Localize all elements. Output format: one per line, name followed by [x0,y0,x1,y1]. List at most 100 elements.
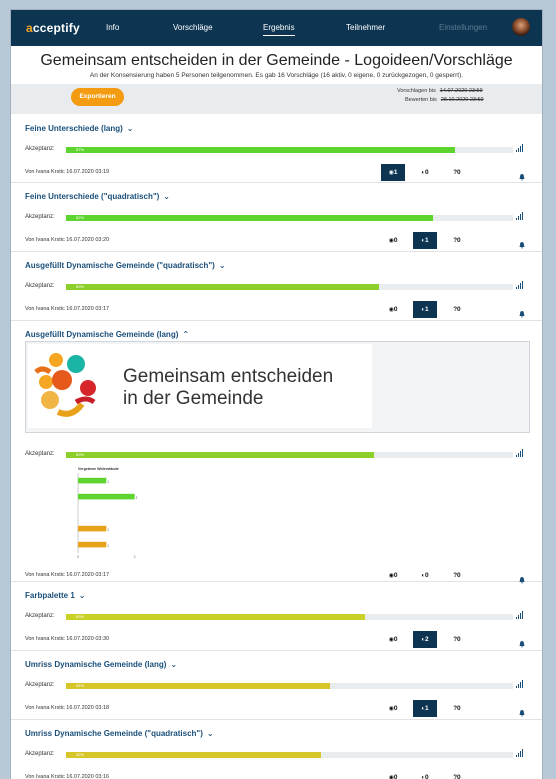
bell-icon[interactable] [518,773,526,779]
vote-button[interactable]: ?0 [445,301,469,318]
chart-x-tick: 2 [134,555,136,559]
proposal-author-date: Von Ivana Krstic 16.07.2020 03:17 [25,572,110,578]
acceptance-bar: 54% [66,683,513,689]
acceptance-percent: 69% [76,284,85,289]
chart-bar [78,541,107,548]
logo-preview: Gemeinsam entscheiden in der Gemeinde [25,341,530,433]
vote-button[interactable]: ◐0 [413,164,437,181]
no-eye-icon: ◐ [421,307,425,313]
proposal-title-text: Umriss Dynamische Gemeinde (lang) [25,660,167,669]
no-eye-icon: ◐ [421,170,425,176]
proposal-item: Umriss Dynamische Gemeinde ("quadratisch… [11,719,542,779]
vote-button[interactable]: ◉1 [381,164,405,181]
vote-count: 0 [393,237,398,244]
proposal-item: Feine Unterschiede (lang) ⌄ Akzeptanz: 87% V… [11,114,542,183]
vote-button[interactable]: ◉0 [381,301,405,318]
proposal-author-date: Von Ivana Krstic 16.07.2020 03:20 [25,237,110,243]
vote-button[interactable]: ◐1 [413,301,437,318]
acceptance-bar: 69% [66,452,513,458]
proposal-item: Feine Unterschiede ("quadratisch") ⌄ Akzep… [11,182,542,252]
logo-wordmark: Gemeinsam entscheiden in der Gemeinde [123,366,333,410]
vote-button[interactable]: ◉0 [381,631,405,648]
acceptance-bar: 69% [66,284,513,290]
vote-button[interactable]: ?0 [445,567,469,584]
eye-icon: ◉ [388,637,394,643]
vote-button[interactable]: ◉0 [381,232,405,249]
proposal-title[interactable]: Ausgefüllt Dynamische Gemeinde (lang) ⌃ [25,330,189,339]
nav-ergebnis[interactable]: Ergebnis [263,23,295,36]
vote-button[interactable]: ◉0 [381,769,405,779]
signal-bars-icon[interactable] [516,281,524,289]
vote-count: 0 [457,306,461,313]
vote-button[interactable]: ◉0 [381,700,405,717]
acceptance-label: Akzeptanz: [25,451,55,457]
chevron-up-icon[interactable]: ⌃ [182,330,190,339]
acceptance-bar: 82% [66,215,513,221]
chevron-down-icon[interactable]: ⌄ [206,729,214,738]
chart-data-label: 1 [107,544,109,548]
vote-count: 0 [393,306,398,313]
proposal-title[interactable]: Farbpalette 1 ⌄ [25,591,86,600]
chevron-down-icon[interactable]: ⌄ [218,261,226,270]
chevron-down-icon[interactable]: ⌄ [126,124,134,133]
signal-bars-icon[interactable] [516,611,524,619]
chevron-down-icon[interactable]: ⌄ [78,591,86,600]
proposal-author-date: Von Ivana Krstic 16.07.2020 03:16 [25,774,110,779]
proposal-title[interactable]: Ausgefüllt Dynamische Gemeinde ("quadrat… [25,261,226,270]
acceptance-label: Akzeptanz: [25,283,55,289]
proposal-title[interactable]: Feine Unterschiede ("quadratisch") ⌄ [25,192,170,201]
acceptance-bar-fill: 87% [66,147,455,153]
vote-button[interactable]: ◐2 [413,631,437,648]
proposal-title[interactable]: Feine Unterschiede (lang) ⌄ [25,124,134,133]
app-logo[interactable]: acceptify [26,21,80,35]
acceptance-bar-fill: 69% [66,284,379,290]
bell-icon[interactable] [518,168,526,181]
signal-bars-icon[interactable] [516,680,524,688]
chevron-down-icon[interactable]: ⌄ [170,660,178,669]
avatar[interactable] [512,18,530,36]
vote-count: 0 [457,636,461,643]
vote-button[interactable]: ?0 [445,700,469,717]
bewerten-date: 28.10.2020 23:59 [440,97,484,103]
vote-button[interactable]: ◉0 [381,567,405,584]
question-icon: ? [453,307,458,313]
signal-bars-icon[interactable] [516,212,524,220]
acceptance-bar: 52% [66,752,513,758]
signal-bars-icon[interactable] [516,449,524,457]
app-logo-text: cceptify [32,21,80,35]
vote-button[interactable]: ?0 [445,769,469,779]
bell-icon[interactable] [518,236,526,249]
vote-button[interactable]: ◐0 [413,567,437,584]
nav-vorschlaege[interactable]: Vorschläge [173,23,213,32]
proposal-title[interactable]: Umriss Dynamische Gemeinde (lang) ⌄ [25,660,177,669]
acceptance-bar-fill: 69% [66,452,375,458]
chevron-down-icon[interactable]: ⌄ [163,192,170,201]
export-button[interactable]: Exportieren [71,88,124,106]
bell-icon[interactable] [518,704,526,717]
vorschlagen-deadline: Vorschlagen bis 14.07.2020 23:59 [397,88,483,94]
vote-button[interactable]: ?0 [445,631,469,648]
proposal-title[interactable]: Umriss Dynamische Gemeinde ("quadratisch… [25,729,214,738]
vote-button[interactable]: ◐1 [413,232,437,249]
vote-button[interactable]: ◐0 [413,769,437,779]
proposal-title-text: Ausgefüllt Dynamische Gemeinde ("quadrat… [25,261,215,270]
proposal-author-date: Von Ivana Krstic 16.07.2020 03:18 [25,705,110,711]
bell-icon[interactable] [518,635,526,648]
bell-icon[interactable] [518,305,526,318]
logo-wordmark-line: in der Gemeinde [123,388,264,409]
nav-info[interactable]: Info [106,23,120,32]
vote-count: 0 [393,572,398,579]
acceptance-bar-fill: 82% [66,215,433,221]
vote-button[interactable]: ◐1 [413,700,437,717]
question-icon: ? [453,170,458,176]
eye-icon: ◉ [388,307,394,313]
signal-bars-icon[interactable] [516,749,524,757]
signal-bars-icon[interactable] [516,144,524,152]
vote-button[interactable]: ?0 [445,232,469,249]
page-subtitle: An der Konsensierung haben 5 Personen te… [89,72,464,79]
nav-teilnehmer[interactable]: Teilnehmer [346,23,386,32]
bell-icon[interactable] [518,571,526,584]
vote-count: 0 [425,169,429,176]
app-window: acceptify Info Vorschläge Ergebnis Teiln… [11,10,542,779]
vote-button[interactable]: ?0 [445,164,469,181]
